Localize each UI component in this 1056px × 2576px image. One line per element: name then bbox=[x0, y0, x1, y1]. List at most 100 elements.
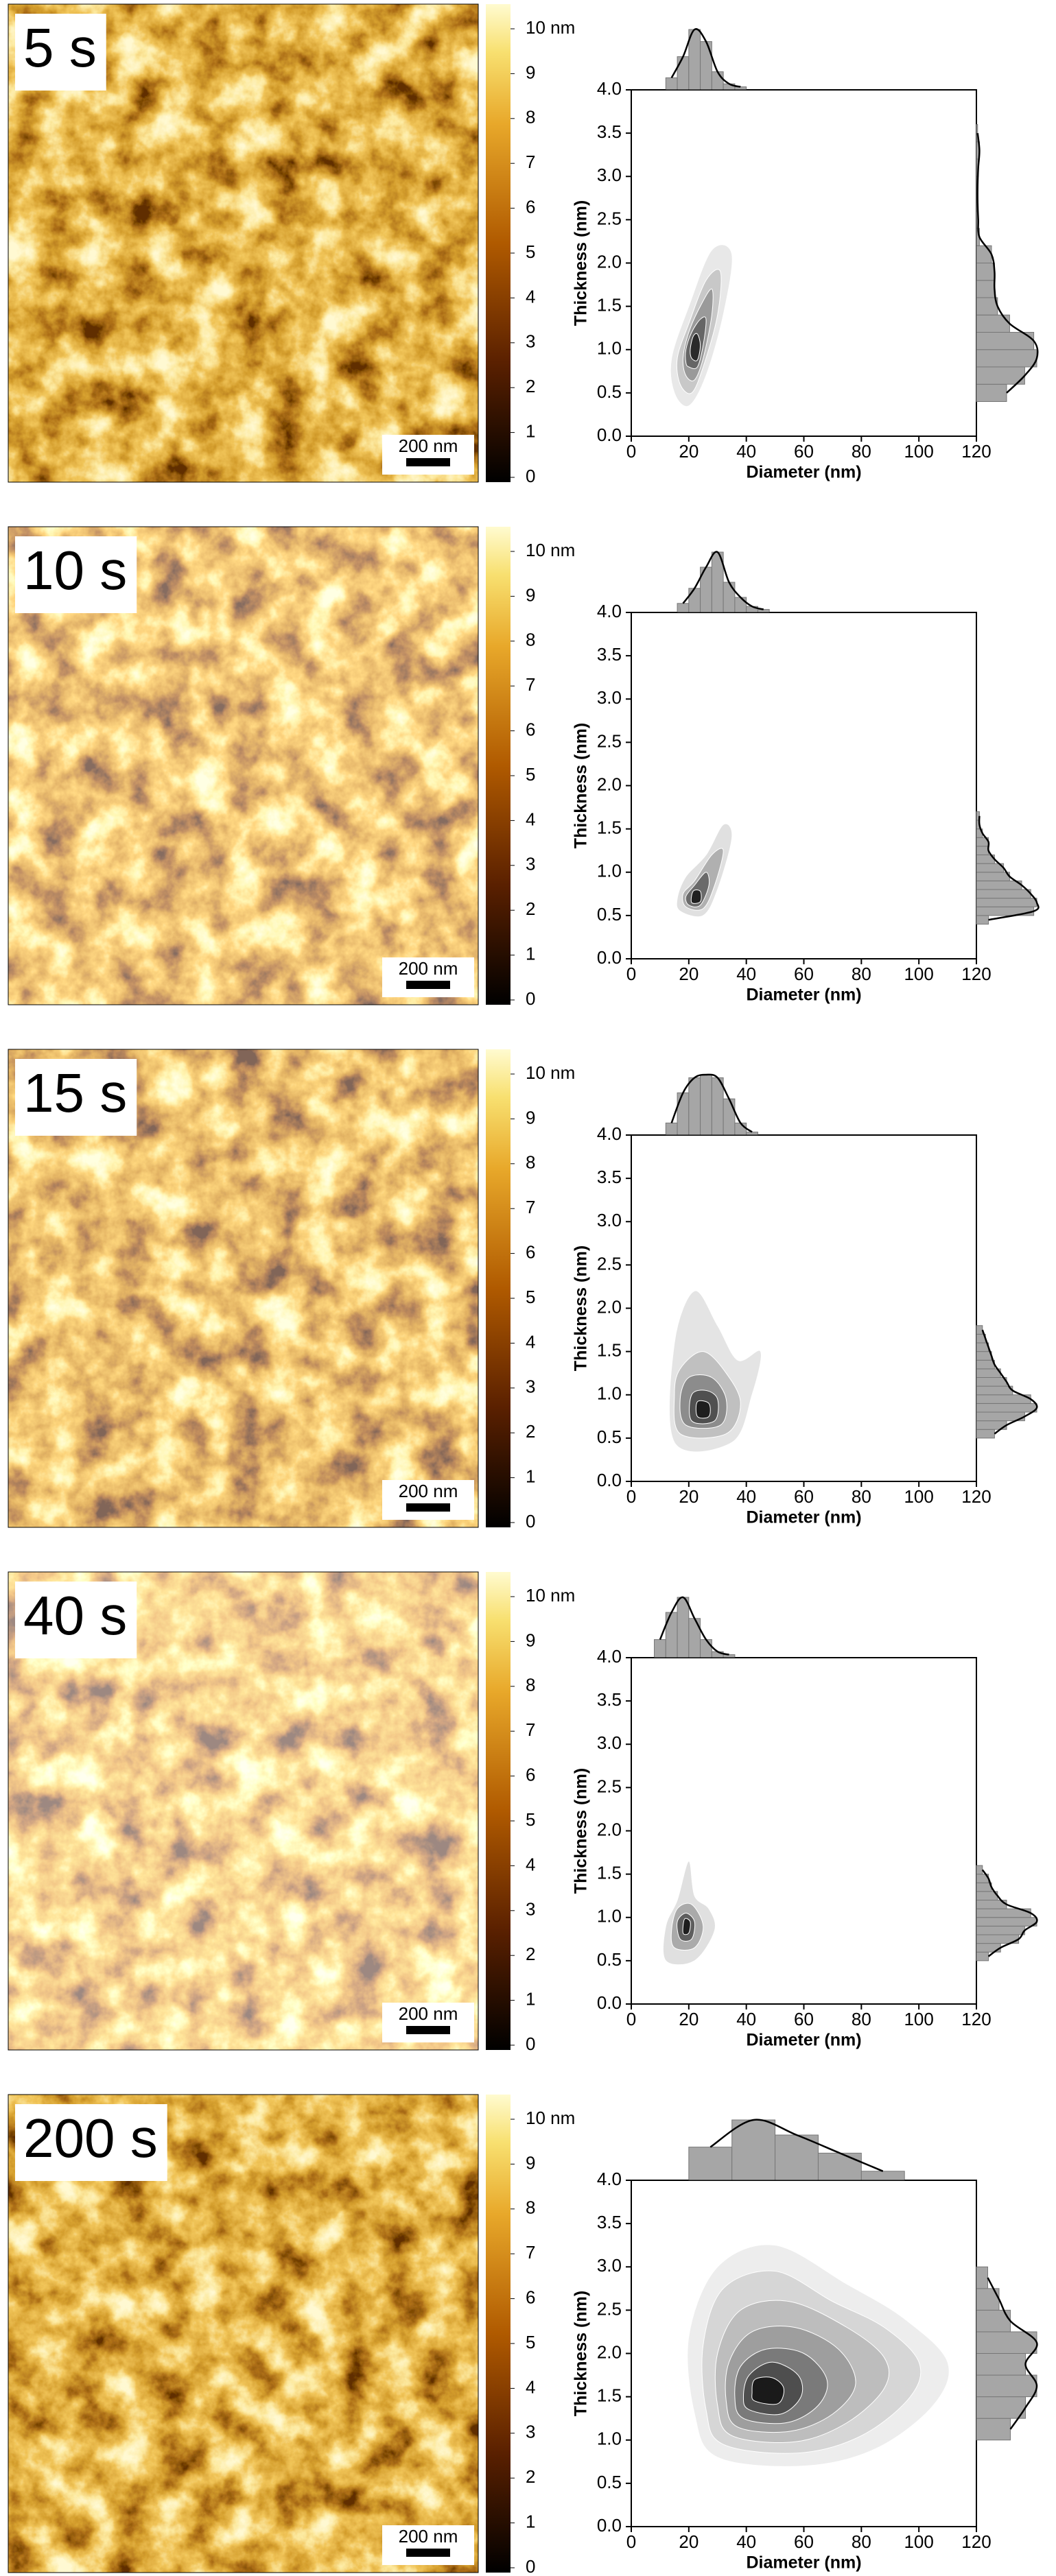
colorbar-tick-label: 4 bbox=[526, 1331, 535, 1352]
y-tick-label: 3.0 bbox=[597, 2255, 622, 2276]
y-hist-bar bbox=[976, 1351, 992, 1361]
colorbar-tick-label: 2 bbox=[526, 1944, 535, 1964]
colorbar-tick-label: 10 nm bbox=[526, 540, 575, 560]
x-hist-bar bbox=[654, 1639, 666, 1658]
scale-bar-label: 200 nm bbox=[399, 958, 458, 979]
colorbar-tick-label: 2 bbox=[526, 898, 535, 919]
colorbar-tick-label: 9 bbox=[526, 1107, 535, 1128]
y-tick-label: 2.0 bbox=[597, 1819, 622, 1839]
x-hist-bar bbox=[700, 1639, 712, 1658]
x-axis-label: Diameter (nm) bbox=[746, 1508, 861, 1527]
y-kde-curve bbox=[981, 1329, 1038, 1435]
afm-frame bbox=[8, 526, 479, 1005]
y-hist-bar bbox=[976, 915, 989, 925]
x-hist-bar bbox=[677, 56, 690, 91]
x-kde-curve bbox=[682, 551, 764, 610]
colorbar-tick-label: 2 bbox=[526, 1421, 535, 1442]
y-tick-label: 0.5 bbox=[597, 381, 622, 402]
y-tick-label: 0.5 bbox=[597, 1427, 622, 1447]
colorbar-tick-label: 7 bbox=[526, 152, 535, 172]
x-hist-bar bbox=[723, 1098, 736, 1136]
scale-bar-box bbox=[382, 1480, 474, 1520]
y-hist-bar bbox=[976, 280, 995, 298]
colorbar-tick-label: 9 bbox=[526, 62, 535, 82]
x-hist-bar bbox=[688, 1077, 701, 1136]
x-axis-label: Diameter (nm) bbox=[746, 463, 861, 482]
scale-bar-box bbox=[382, 435, 474, 475]
x-tick-label: 120 bbox=[961, 2531, 991, 2552]
scale-bar-box bbox=[382, 2525, 474, 2565]
y-tick-label: 1.5 bbox=[597, 295, 622, 315]
colorbar-tick-label: 8 bbox=[526, 1675, 535, 1695]
y-hist-bar bbox=[976, 349, 1037, 368]
x-tick-label: 40 bbox=[736, 2531, 756, 2552]
colorbar-tick-label: 2 bbox=[526, 2466, 535, 2487]
colorbar bbox=[486, 4, 511, 482]
x-tick-label: 0 bbox=[626, 441, 636, 462]
afm-frame bbox=[8, 2094, 479, 2573]
y-tick-label: 2.5 bbox=[597, 2298, 622, 2319]
y-tick-label: 1.5 bbox=[597, 1863, 622, 1883]
x-hist-bar bbox=[757, 609, 770, 613]
x-tick-label: 80 bbox=[852, 441, 871, 462]
colorbar-tick-label: 3 bbox=[526, 2422, 535, 2442]
x-tick-label: 20 bbox=[679, 441, 699, 462]
y-axis-label: Thickness (nm) bbox=[572, 1768, 591, 1894]
x-hist-bar bbox=[688, 588, 701, 613]
x-hist-bar bbox=[677, 603, 690, 613]
scale-bar bbox=[406, 1503, 450, 1512]
x-tick-label: 20 bbox=[679, 964, 699, 984]
scale-bar-box bbox=[382, 2003, 474, 2042]
x-axis-label: Diameter (nm) bbox=[746, 986, 861, 1005]
y-hist-bar bbox=[976, 889, 1031, 899]
x-hist-bar bbox=[734, 86, 747, 91]
y-axis-label: Thickness (nm) bbox=[572, 200, 591, 326]
colorbar-tick-label: 10 nm bbox=[526, 1062, 575, 1083]
y-hist-bar bbox=[976, 2418, 1011, 2441]
y-hist-bar bbox=[976, 872, 1010, 881]
colorbar-tick-label: 6 bbox=[526, 1764, 535, 1785]
x-tick-label: 100 bbox=[904, 2531, 933, 2552]
y-tick-label: 0.5 bbox=[597, 904, 622, 925]
scale-bar-label: 200 nm bbox=[399, 2526, 458, 2547]
y-tick-label: 2.0 bbox=[597, 774, 622, 794]
y-kde-curve bbox=[976, 132, 1039, 394]
x-tick-label: 60 bbox=[794, 2009, 814, 2029]
afm-frame bbox=[8, 1571, 479, 2051]
x-tick-label: 120 bbox=[961, 441, 991, 462]
y-hist-bar bbox=[976, 880, 1022, 890]
x-tick-label: 60 bbox=[794, 441, 814, 462]
colorbar-tick-label: 6 bbox=[526, 2287, 535, 2307]
time-label: 15 s bbox=[23, 1062, 127, 1123]
colorbar-tick-label: 5 bbox=[526, 2332, 535, 2352]
y-tick-label: 1.0 bbox=[597, 2429, 622, 2449]
y-hist-bar bbox=[976, 383, 1007, 402]
x-tick-label: 60 bbox=[794, 964, 814, 984]
y-tick-label: 4.0 bbox=[597, 2169, 622, 2189]
y-tick-label: 1.0 bbox=[597, 1383, 622, 1404]
colorbar-tick-label: 5 bbox=[526, 1287, 535, 1307]
y-hist-bar bbox=[976, 898, 1037, 907]
colorbar-tick-label: 10 nm bbox=[526, 2108, 575, 2128]
y-hist-bar bbox=[976, 1865, 983, 1875]
y-tick-label: 0.0 bbox=[597, 425, 622, 445]
time-label: 200 s bbox=[23, 2108, 158, 2169]
colorbar-tick-label: 5 bbox=[526, 764, 535, 785]
colorbar-tick-label: 2 bbox=[526, 376, 535, 396]
y-hist-bar bbox=[976, 2331, 1037, 2354]
scale-bar bbox=[406, 2549, 450, 2557]
colorbar-tick-label: 7 bbox=[526, 1719, 535, 1740]
x-tick-label: 40 bbox=[736, 2009, 756, 2029]
colorbar-tick-label: 4 bbox=[526, 2376, 535, 2397]
y-tick-label: 2.0 bbox=[597, 1296, 622, 1317]
y-hist-bar bbox=[976, 1385, 1013, 1396]
x-hist-bar bbox=[746, 1132, 758, 1136]
y-tick-label: 0.5 bbox=[597, 2472, 622, 2492]
colorbar-tick-label: 1 bbox=[526, 943, 535, 964]
colorbar-tick-label: 3 bbox=[526, 331, 535, 352]
colorbar-tick-label: 1 bbox=[526, 1988, 535, 2009]
x-tick-label: 80 bbox=[852, 2009, 871, 2029]
time-label-box bbox=[15, 1059, 137, 1136]
x-hist-bar bbox=[817, 2152, 862, 2181]
colorbar-tick-label: 0 bbox=[526, 1511, 535, 1531]
